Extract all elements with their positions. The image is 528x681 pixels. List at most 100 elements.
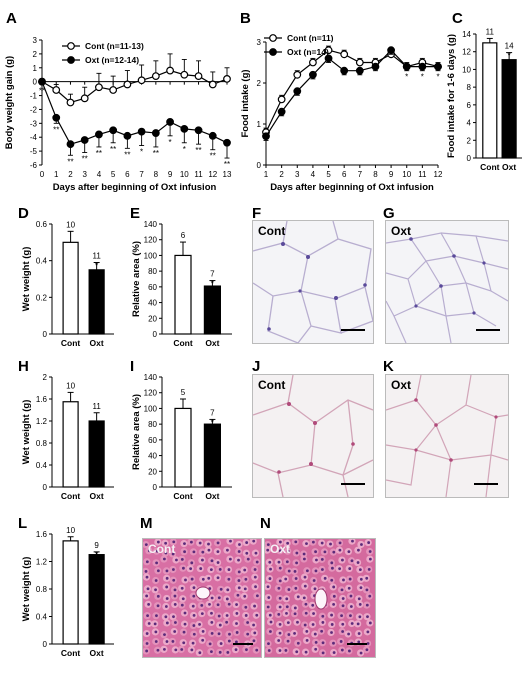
y-tick-label: 20 [148, 467, 157, 476]
y-tick-label: 3 [33, 36, 38, 45]
micrograph-m-caption: Cont [148, 542, 176, 556]
cell-nucleus [293, 632, 296, 635]
cell-nucleus [154, 630, 158, 634]
cell-nucleus [246, 557, 250, 561]
y-tick-label: 0 [43, 640, 48, 649]
cell-nucleus [245, 551, 249, 555]
cell-nucleus [278, 549, 282, 553]
cell-nucleus [182, 641, 186, 645]
data-point [418, 62, 427, 71]
cell-nucleus [287, 633, 291, 636]
cell-nucleus [163, 647, 166, 651]
cell-nucleus [296, 595, 300, 599]
adipocyte-texture-k [386, 375, 508, 497]
cell-nucleus [360, 543, 363, 546]
x-axis-title: Days after beginning of Oxt infusion [270, 182, 434, 193]
y-tick-label: -3 [30, 119, 38, 128]
legend-marker [269, 34, 277, 42]
cell-nucleus [173, 594, 177, 598]
y-tick-label: 2 [257, 79, 262, 88]
cell-nucleus [163, 633, 166, 637]
significance-mark: ** [195, 146, 201, 155]
cell-nucleus [164, 551, 168, 555]
cell-nucleus [254, 585, 257, 589]
data-point [309, 58, 317, 67]
cell-nucleus [313, 587, 317, 591]
cell-nucleus [286, 639, 290, 643]
chart-i: 0 20 40 60 80 100 120 140 Relative area (%) 5 Cont… [131, 373, 232, 501]
cell-nucleus [145, 594, 149, 598]
cell-nucleus [349, 614, 352, 618]
cell-nucleus [244, 605, 248, 609]
cell-nucleus [172, 578, 176, 582]
cell-nucleus [332, 641, 335, 645]
cell-nucleus [365, 588, 369, 592]
cell-nucleus [321, 641, 325, 645]
data-point [194, 126, 203, 135]
category-label: Oxt [205, 338, 219, 348]
cell-nucleus [165, 585, 169, 589]
data-point [95, 130, 103, 139]
micrograph-j-caption: Cont [258, 378, 286, 392]
cell-nucleus [174, 648, 178, 652]
data-point [355, 66, 364, 75]
cell-nucleus [311, 603, 315, 607]
cell-nucleus [277, 560, 281, 564]
x-tick-label: 1 [264, 170, 269, 179]
y-tick-label: 10 [462, 65, 471, 74]
y-tick-label: 20 [148, 314, 157, 323]
x-tick-label: 3 [82, 170, 87, 179]
panel-label-h: H [18, 358, 29, 375]
x-tick-label: 6 [125, 170, 130, 179]
cell-nucleus [268, 613, 272, 617]
cell-nucleus [320, 629, 324, 633]
cell-nucleus [284, 649, 288, 652]
cell-nucleus [367, 541, 371, 544]
cell-nucleus [311, 623, 315, 626]
cell-nucleus [180, 586, 184, 590]
bar [174, 254, 192, 335]
y-tick-label: 1.2 [36, 417, 48, 426]
cell-nucleus [155, 549, 159, 553]
cell-nucleus [303, 584, 307, 588]
significance-mark: ** [53, 125, 59, 134]
cell-nucleus [243, 587, 247, 591]
y-tick-label: 100 [144, 251, 158, 260]
x-axis-title: Days after beginning of Oxt infusion [53, 182, 217, 193]
cell-nucleus [155, 614, 158, 618]
cell-nucleus [237, 558, 240, 562]
cell-nucleus [342, 578, 345, 582]
category-label: Oxt [205, 491, 219, 501]
cell-nucleus [305, 639, 309, 642]
cell-nucleus [332, 651, 336, 654]
n-label: 11 [486, 27, 495, 36]
panel-label-d: D [18, 205, 29, 222]
cell-nucleus [145, 632, 149, 635]
cell-nucleus [156, 540, 160, 544]
x-tick-label: 10 [402, 170, 411, 179]
y-tick-label: 3 [257, 38, 262, 47]
significance-mark: * [436, 73, 439, 82]
y-tick-label: 140 [144, 220, 158, 229]
cell-nucleus [192, 594, 196, 598]
cell-nucleus [358, 603, 362, 606]
y-tick-label: 0.4 [36, 461, 48, 470]
x-tick-label: 13 [223, 170, 232, 179]
liver-texture-n [265, 539, 374, 657]
cell-nucleus [190, 577, 194, 581]
y-tick-label: 1.2 [36, 558, 48, 567]
cell-nucleus [365, 648, 369, 652]
x-tick-label: 11 [418, 170, 427, 179]
n-label: 9 [94, 541, 99, 550]
y-tick-label: 60 [148, 283, 157, 292]
y-tick-label: 2 [467, 136, 472, 145]
category-label: Oxt [90, 648, 104, 658]
data-point [293, 70, 302, 79]
cell-nucleus [219, 642, 223, 645]
cell-nucleus [146, 614, 149, 618]
y-tick-label: 12 [462, 48, 471, 57]
cell-nucleus [217, 614, 221, 618]
cell-nucleus [209, 568, 213, 571]
cell-nucleus [347, 632, 350, 636]
cell-nucleus [267, 596, 271, 599]
